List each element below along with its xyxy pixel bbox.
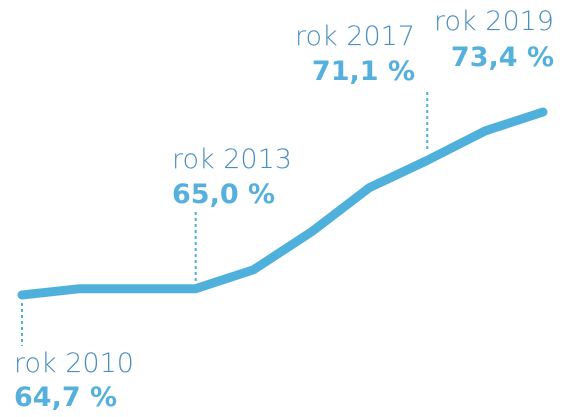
- year-label: rok 2017: [295, 21, 415, 52]
- year-label: rok 2019: [434, 6, 554, 37]
- year-label: rok 2013: [172, 144, 292, 175]
- year-label: rok 2010: [14, 348, 134, 379]
- value-label: 65,0 %: [172, 179, 275, 210]
- value-label: 71,1 %: [312, 56, 415, 87]
- value-label: 73,4 %: [451, 42, 554, 73]
- value-label: 64,7 %: [14, 382, 117, 413]
- data-line: [17, 107, 548, 300]
